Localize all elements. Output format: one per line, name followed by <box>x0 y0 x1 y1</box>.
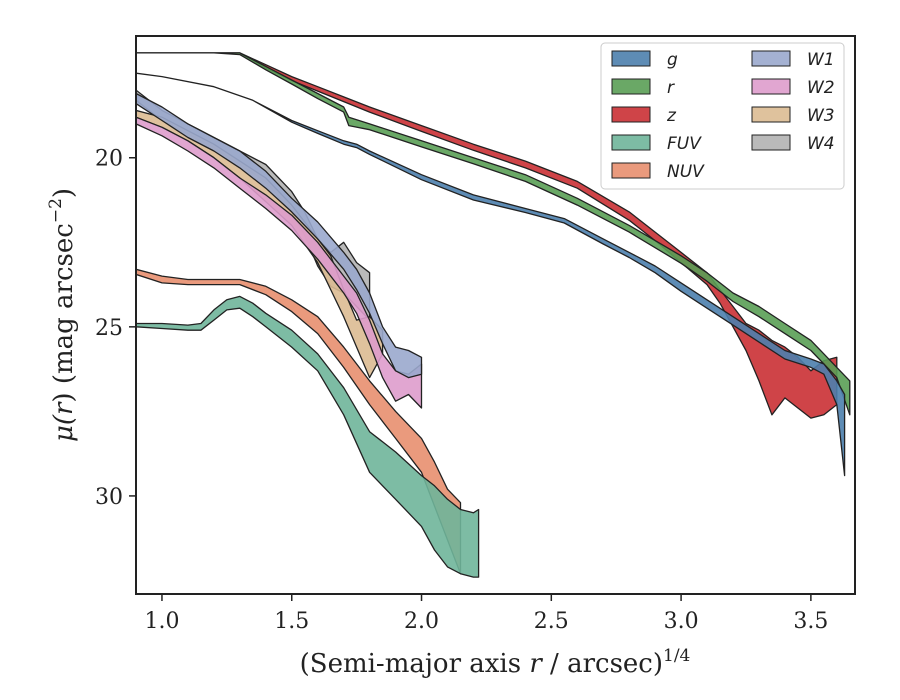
x-tick-label: 1.5 <box>274 609 309 634</box>
legend-swatch-nuv <box>611 162 651 179</box>
band-g <box>136 72 846 477</box>
band-r <box>136 52 851 416</box>
x-axis-ticks: 1.0 1.5 2.0 2.5 3.0 3.5 <box>144 594 828 634</box>
x-tick-label: 2.0 <box>404 609 439 634</box>
y-tick-label: 25 <box>95 316 123 341</box>
legend-swatch-r <box>611 78 651 95</box>
legend-swatch-w1 <box>751 50 791 67</box>
x-tick-label: 2.5 <box>534 609 569 634</box>
legend-label-nuv: NUV <box>667 162 705 182</box>
legend-swatch-g <box>611 50 651 67</box>
x-tick-label: 3.5 <box>793 609 828 634</box>
legend-swatch-fuv <box>611 134 651 151</box>
legend-label-w3: W3 <box>807 106 835 126</box>
legend: grz FUV NUV W1 W2 W3 W4 <box>600 42 845 190</box>
legend-swatch-w4 <box>751 134 791 151</box>
x-tick-label: 3.0 <box>664 609 699 634</box>
legend-label-r: r <box>667 78 675 98</box>
y-tick-label: 30 <box>95 485 123 510</box>
legend-label-fuv: FUV <box>667 134 702 154</box>
legend-swatch-z <box>611 106 651 123</box>
y-axis-title: μ(r) (mag arcsec−2) <box>46 188 79 442</box>
legend-swatch-w3 <box>751 106 791 123</box>
band-nuv <box>136 268 462 575</box>
legend-label-w1: W1 <box>807 50 835 70</box>
x-tick-label: 1.0 <box>144 609 179 634</box>
y-axis-ticks: 20 25 30 <box>95 147 136 510</box>
band-w1 <box>136 92 423 379</box>
legend-label-g: g <box>667 50 678 70</box>
band-w2 <box>136 116 423 409</box>
legend-label-w2: W2 <box>807 78 835 98</box>
profile-bands <box>136 52 851 578</box>
band-fuv <box>136 295 480 578</box>
legend-label-z: z <box>666 106 677 126</box>
y-tick-label: 20 <box>95 147 123 172</box>
x-axis-title: (Semi-major axis r / arcsec)1/4 <box>300 646 691 679</box>
band-w3 <box>136 109 384 379</box>
legend-swatch-w2 <box>751 78 791 95</box>
plot-frame <box>135 35 856 595</box>
legend-label-w4: W4 <box>807 134 835 154</box>
